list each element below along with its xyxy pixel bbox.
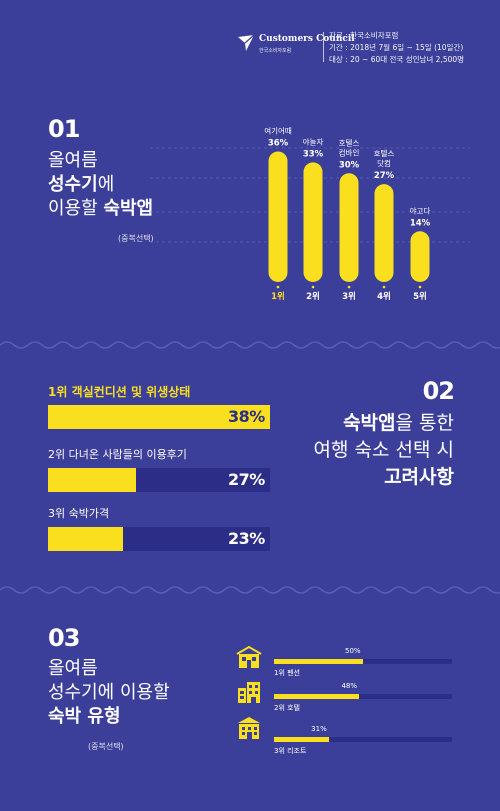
rank-dot xyxy=(311,285,315,289)
info-source: 자료 : 한국소비자포럼 xyxy=(329,31,399,40)
wave-divider xyxy=(0,341,500,349)
bar-2 xyxy=(303,162,323,282)
value-label: 30% xyxy=(339,160,360,170)
rank-label: 3위 xyxy=(342,291,356,302)
type-value: 48% xyxy=(341,682,357,690)
type-bar-track xyxy=(274,659,452,664)
section1-number: 01 xyxy=(48,115,80,143)
bar-label: 여기어때 xyxy=(264,126,292,136)
criteria-label: 1위 객실컨디션 및 위생상태 xyxy=(48,385,191,399)
hotel-icon xyxy=(238,682,260,703)
criteria-bar-fill xyxy=(48,405,270,429)
type-label: 3위 리조트 xyxy=(274,747,307,755)
section1-title-line2-rest: 에 xyxy=(97,174,115,195)
logo-name: Customers Council xyxy=(259,34,355,44)
type-bar-fill xyxy=(274,694,360,699)
rank-dot xyxy=(276,285,280,289)
section2-title-line2: 여행 숙소 선택 시 xyxy=(313,439,454,461)
section2-title-line3: 고려사항 xyxy=(384,466,454,488)
section1-title-line3: 이용할 숙박앱 xyxy=(48,198,153,220)
value-label: 27% xyxy=(374,171,395,181)
section1-title-line2-bold: 성수기 xyxy=(48,174,98,195)
rank-dot xyxy=(382,285,386,289)
section3-number: 03 xyxy=(48,624,80,652)
type-value: 31% xyxy=(311,725,327,733)
criteria-label: 2위 다녀온 사람들의 이용후기 xyxy=(48,448,187,461)
rank-label: 1위 xyxy=(271,291,285,302)
bar-label: 호텔스 xyxy=(374,149,395,158)
criteria-value: 27% xyxy=(228,470,265,489)
bar-label: 호텔스 xyxy=(339,138,360,147)
section1-title-line1: 올여름 xyxy=(48,150,98,171)
criteria-bar-fill xyxy=(48,527,123,551)
type-bar-fill xyxy=(274,659,363,664)
bar-label: 컴바인 xyxy=(339,147,360,157)
section1-title-line3-rest: 이용할 xyxy=(48,198,104,219)
info-period: 기간 : 2018년 7월 6일 ~ 15일 (10일간) xyxy=(329,43,464,52)
vertical-bar-chart: 36%여기어때1위33%야놀자2위30%호텔스컴바인3위27%호텔스닷컴4위14… xyxy=(150,126,470,302)
bar-label: 닷컴 xyxy=(377,158,391,168)
section1-title-line3-bold: 숙박앱 xyxy=(103,198,154,219)
section3-title-line1: 올여름 xyxy=(48,658,98,679)
section2-number: 02 xyxy=(422,377,455,405)
rank-dot xyxy=(418,285,422,289)
value-label: 36% xyxy=(268,139,289,149)
wave-divider xyxy=(0,586,500,594)
rank-dot xyxy=(347,285,351,289)
bar-label: 야놀자 xyxy=(303,136,324,146)
type-label: 2위 호텔 xyxy=(274,704,300,712)
logo-subtitle: 한국소비자포럼 xyxy=(259,48,292,54)
criteria-bar-fill xyxy=(48,468,136,492)
bar-4 xyxy=(374,184,394,282)
criteria-value: 38% xyxy=(228,407,265,426)
pension-icon xyxy=(236,645,262,668)
section3-title-line3: 숙박 유형 xyxy=(48,706,121,727)
resort-icon xyxy=(238,717,260,739)
section1-title-line2: 성수기에 xyxy=(48,174,114,196)
section2-title-line1: 숙박앱을 통한 xyxy=(343,412,454,435)
bar-5 xyxy=(410,231,430,282)
rank-label: 5위 xyxy=(413,291,427,302)
section2-title-line1-rest: 을 통한 xyxy=(395,412,454,434)
rank-label: 4위 xyxy=(377,291,391,302)
logo-icon xyxy=(238,34,255,51)
section3-title-line2: 성수기에 이용할 xyxy=(48,682,170,703)
header-divider xyxy=(323,32,324,62)
bar-3 xyxy=(339,173,359,282)
criteria-label: 3위 숙박가격 xyxy=(48,507,110,520)
bar-1 xyxy=(268,151,288,282)
bar-label: 야고다 xyxy=(410,205,431,215)
section2-title-line1-bold: 숙박앱 xyxy=(343,412,396,434)
type-bar-track xyxy=(274,737,452,742)
type-bar-fill xyxy=(274,737,330,742)
type-value: 50% xyxy=(345,647,361,655)
info-target: 대상 : 20 ~ 60대 전국 성인남녀 2,500명 xyxy=(329,55,465,64)
section3-note: (중복선택) xyxy=(88,742,124,751)
type-bar-track xyxy=(274,694,452,699)
section1-note: (중복선택) xyxy=(118,234,154,243)
value-label: 33% xyxy=(303,149,324,159)
type-label: 1위 펜션 xyxy=(274,669,300,677)
criteria-value: 23% xyxy=(228,529,265,548)
value-label: 14% xyxy=(410,218,431,228)
rank-label: 2위 xyxy=(306,291,320,302)
